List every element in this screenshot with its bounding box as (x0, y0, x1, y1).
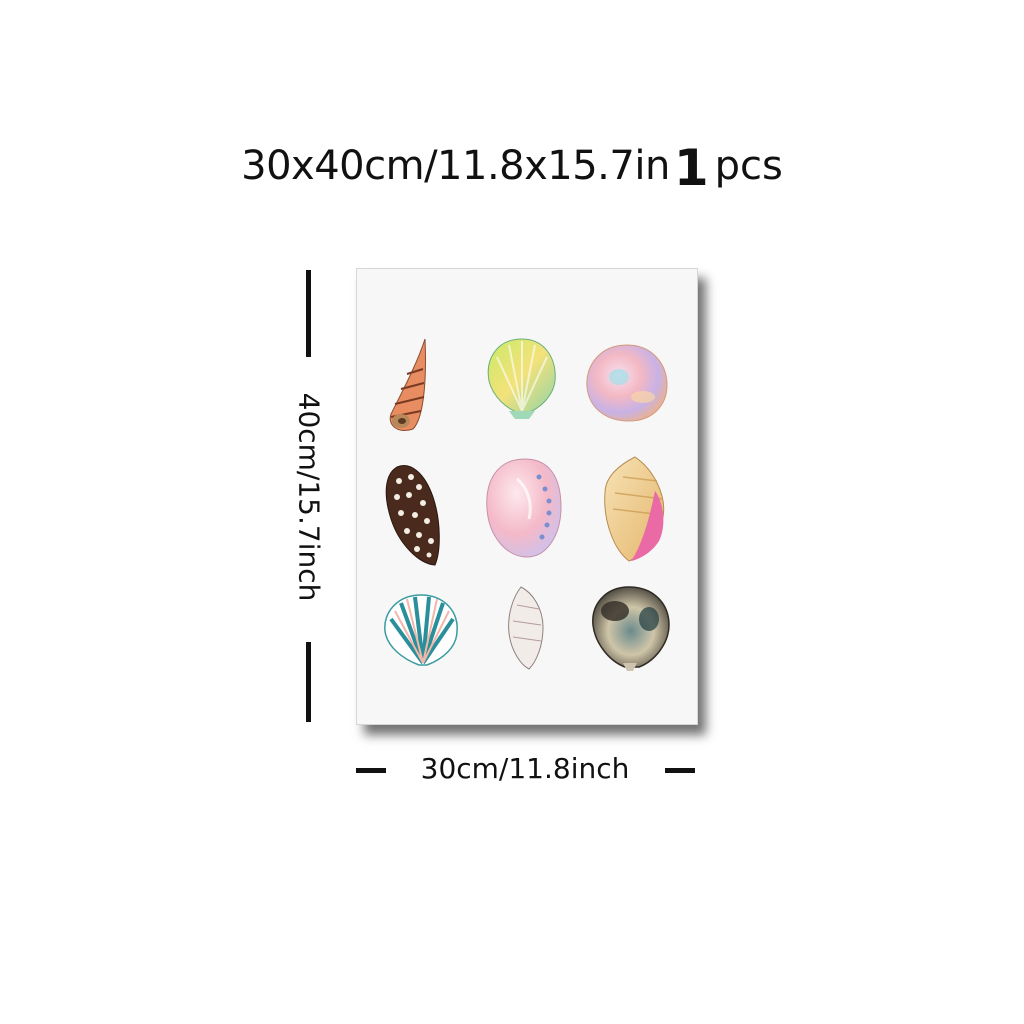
size-quantity-headline: 30x40cm/11.8x15.7in1 pcs (0, 140, 1024, 194)
quantity-unit: pcs (714, 143, 783, 189)
height-dimension-line-top (306, 270, 311, 357)
canvas-print (356, 268, 698, 725)
whelk-shell-white (508, 586, 544, 670)
width-dimension-line-left (356, 768, 386, 773)
width-dimension-line-right (665, 768, 695, 773)
auger-shell-orange (389, 338, 426, 431)
height-dimension-text: 40cm/15.7inch (292, 392, 326, 602)
scallop-shell-teal (384, 594, 458, 666)
seashell-artwork (384, 338, 670, 671)
quantity-value: 1 (673, 139, 709, 197)
conch-shell-pink-lip (604, 456, 665, 562)
width-dimension-label: 30cm/11.8inch (420, 752, 630, 785)
height-dimension-line-bottom (306, 642, 311, 722)
clam-shell-iridescent (586, 344, 668, 422)
abalone-shell-pink (486, 458, 562, 558)
scallop-shell-green-yellow (487, 338, 556, 419)
scallop-shell-dark-pearl (592, 586, 670, 671)
size-text: 30x40cm/11.8x15.7in (241, 143, 670, 189)
cone-shell-brown-spotted (385, 465, 440, 566)
